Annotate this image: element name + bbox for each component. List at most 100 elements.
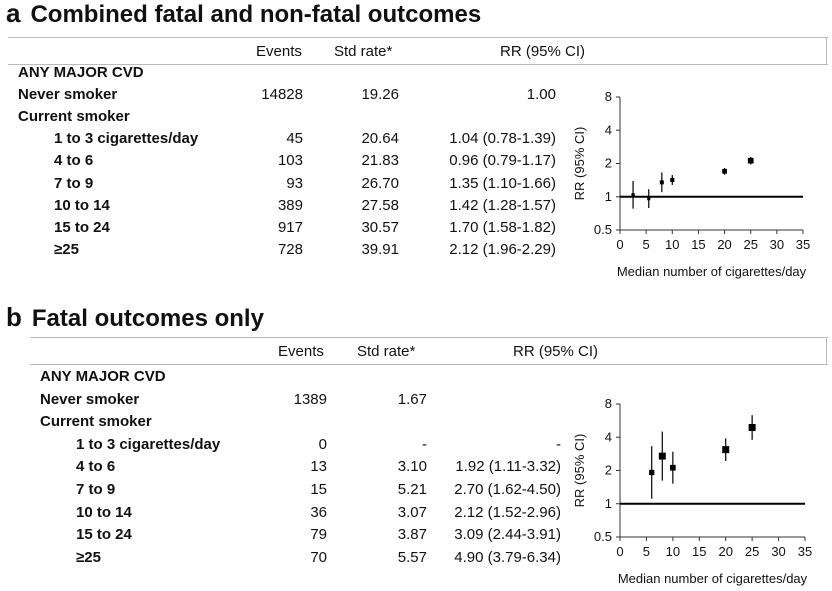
x-tick-label: 30 xyxy=(771,544,785,559)
data-point xyxy=(659,180,664,185)
top-rule xyxy=(30,337,828,338)
row-label: 10 to 14 xyxy=(76,503,132,521)
x-tick-label: 10 xyxy=(666,544,680,559)
std-rate-cell: 19.26 xyxy=(361,86,399,104)
std-rate-cell: 21.83 xyxy=(361,152,399,170)
rr-cell: 1.70 (1.58-1.82) xyxy=(449,218,556,236)
x-tick-label: 0 xyxy=(616,237,623,252)
y-tick-label: 0.5 xyxy=(594,222,612,237)
x-tick-label: 20 xyxy=(717,237,731,252)
rr-cell: 1.42 (1.28-1.57) xyxy=(449,196,556,214)
x-axis-label: Median number of cigarettes/day xyxy=(618,571,808,586)
x-tick-label: 5 xyxy=(643,237,650,252)
x-tick-label: 20 xyxy=(718,544,732,559)
y-tick-label: 1 xyxy=(605,496,612,511)
header-events: Events xyxy=(278,343,324,360)
data-point xyxy=(670,177,675,183)
row-label: 1 to 3 cigarettes/day xyxy=(76,435,221,453)
y-tick-label: 1 xyxy=(605,189,612,204)
rr-cell: 2.12 (1.96-2.29) xyxy=(449,240,556,258)
y-tick-label: 2 xyxy=(605,156,612,171)
std-rate-cell: 3.10 xyxy=(397,458,427,476)
events-cell: 70 xyxy=(310,548,327,566)
header-right-border xyxy=(826,37,827,64)
row-label: Never smoker xyxy=(40,390,140,408)
std-rate-cell: 27.58 xyxy=(361,196,399,214)
data-point xyxy=(747,157,754,164)
events-cell: 15 xyxy=(310,481,327,498)
std-rate-cell: 1.67 xyxy=(397,390,427,408)
x-tick-label: 15 xyxy=(691,237,705,252)
row-label: ANY MAJOR CVD xyxy=(18,64,144,81)
y-tick-label: 8 xyxy=(605,89,612,104)
row-label: 4 to 6 xyxy=(76,458,116,476)
row-label: 4 to 6 xyxy=(54,152,94,170)
events-cell: 45 xyxy=(286,130,303,148)
header-rule xyxy=(30,364,828,365)
rr-cell: 1.35 (1.10-1.66) xyxy=(449,174,556,192)
data-point xyxy=(722,168,727,174)
x-tick-label: 35 xyxy=(796,237,810,252)
header-std-rate: Std rate* xyxy=(357,343,416,360)
data-point xyxy=(647,197,651,201)
y-axis-label: RR (95% CI) xyxy=(572,434,587,508)
row-label: ANY MAJOR CVD xyxy=(40,368,166,385)
header-rule xyxy=(8,64,828,65)
events-cell: 728 xyxy=(277,240,303,258)
events-cell: 13 xyxy=(310,458,327,476)
row-label: Current smoker xyxy=(40,413,152,431)
rr-cell: 2.70 (1.62-4.50) xyxy=(454,481,561,498)
rr-cell: 0.96 (0.79-1.17) xyxy=(449,152,556,170)
panel-letter: b xyxy=(6,302,22,332)
x-tick-label: 15 xyxy=(692,544,706,559)
rr-cell: 2.12 (1.52-2.96) xyxy=(454,503,561,521)
events-cell: 1389 xyxy=(293,390,327,408)
std-rate-cell: 39.91 xyxy=(361,240,399,258)
std-rate-cell: 3.87 xyxy=(397,526,427,544)
panel-title-text: Fatal outcomes only xyxy=(31,305,264,332)
std-rate-cell: 3.07 xyxy=(397,503,427,521)
rr-cell: 1.04 (0.78-1.39) xyxy=(449,130,556,148)
std-rate-cell: 5.21 xyxy=(397,481,427,498)
rr-cell: 1.92 (1.11-3.32) xyxy=(455,458,561,476)
panel-letter: a xyxy=(6,0,21,28)
panel-title-text: Combined fatal and non-fatal outcomes xyxy=(30,1,482,28)
x-tick-label: 25 xyxy=(743,237,757,252)
data-point xyxy=(658,452,666,460)
row-label: 10 to 14 xyxy=(54,196,110,214)
x-axis-label: Median number of cigarettes/day xyxy=(617,264,807,279)
x-tick-label: 30 xyxy=(770,237,784,252)
y-axis-label: RR (95% CI) xyxy=(572,127,587,201)
data-point xyxy=(649,469,655,476)
rr-cell: 1.00 xyxy=(526,86,556,104)
header-right-border xyxy=(826,337,827,364)
events-cell: 79 xyxy=(310,526,327,544)
row-label: 15 to 24 xyxy=(54,218,110,236)
events-cell: 93 xyxy=(286,174,303,192)
y-tick-label: 8 xyxy=(605,396,612,411)
std-rate-cell: 5.57 xyxy=(397,548,427,566)
rr-cell: 4.90 (3.79-6.34) xyxy=(454,548,561,566)
rr-chart-b: 0.5 1 2 4 8 0 5 10 15 20 25 30 35 RR (95% CI) Median n… xyxy=(572,396,812,586)
std-rate-cell: - xyxy=(422,435,427,453)
header-rr: RR (95% CI) xyxy=(500,43,586,60)
x-tick-label: 35 xyxy=(798,544,812,559)
rr-chart-a: 0.5 1 2 4 8 0 5 10 15 20 25 30 35 RR (95% CI) Median n… xyxy=(572,89,810,279)
events-cell: 14828 xyxy=(261,86,303,104)
row-label: Never smoker xyxy=(18,86,118,104)
header-events: Events xyxy=(256,43,302,60)
row-label: 1 to 3 cigarettes/day xyxy=(54,130,199,148)
rr-cell: - xyxy=(556,435,561,453)
rr-cell: 3.09 (2.44-3.91) xyxy=(454,526,561,544)
panel-title: b Fatal outcomes only xyxy=(6,302,264,333)
panel-a: a Combined fatal and non-fatal outcomes E… xyxy=(0,0,832,290)
row-label: ≥25 xyxy=(54,240,79,258)
std-rate-cell: 26.70 xyxy=(361,174,399,192)
data-point xyxy=(670,464,676,471)
y-tick-label: 0.5 xyxy=(594,529,612,544)
std-rate-cell: 30.57 xyxy=(361,218,399,236)
panel-title: a Combined fatal and non-fatal outcomes xyxy=(6,0,481,29)
row-label: Current smoker xyxy=(18,108,130,126)
data-point xyxy=(722,446,730,454)
x-tick-label: 25 xyxy=(745,544,759,559)
